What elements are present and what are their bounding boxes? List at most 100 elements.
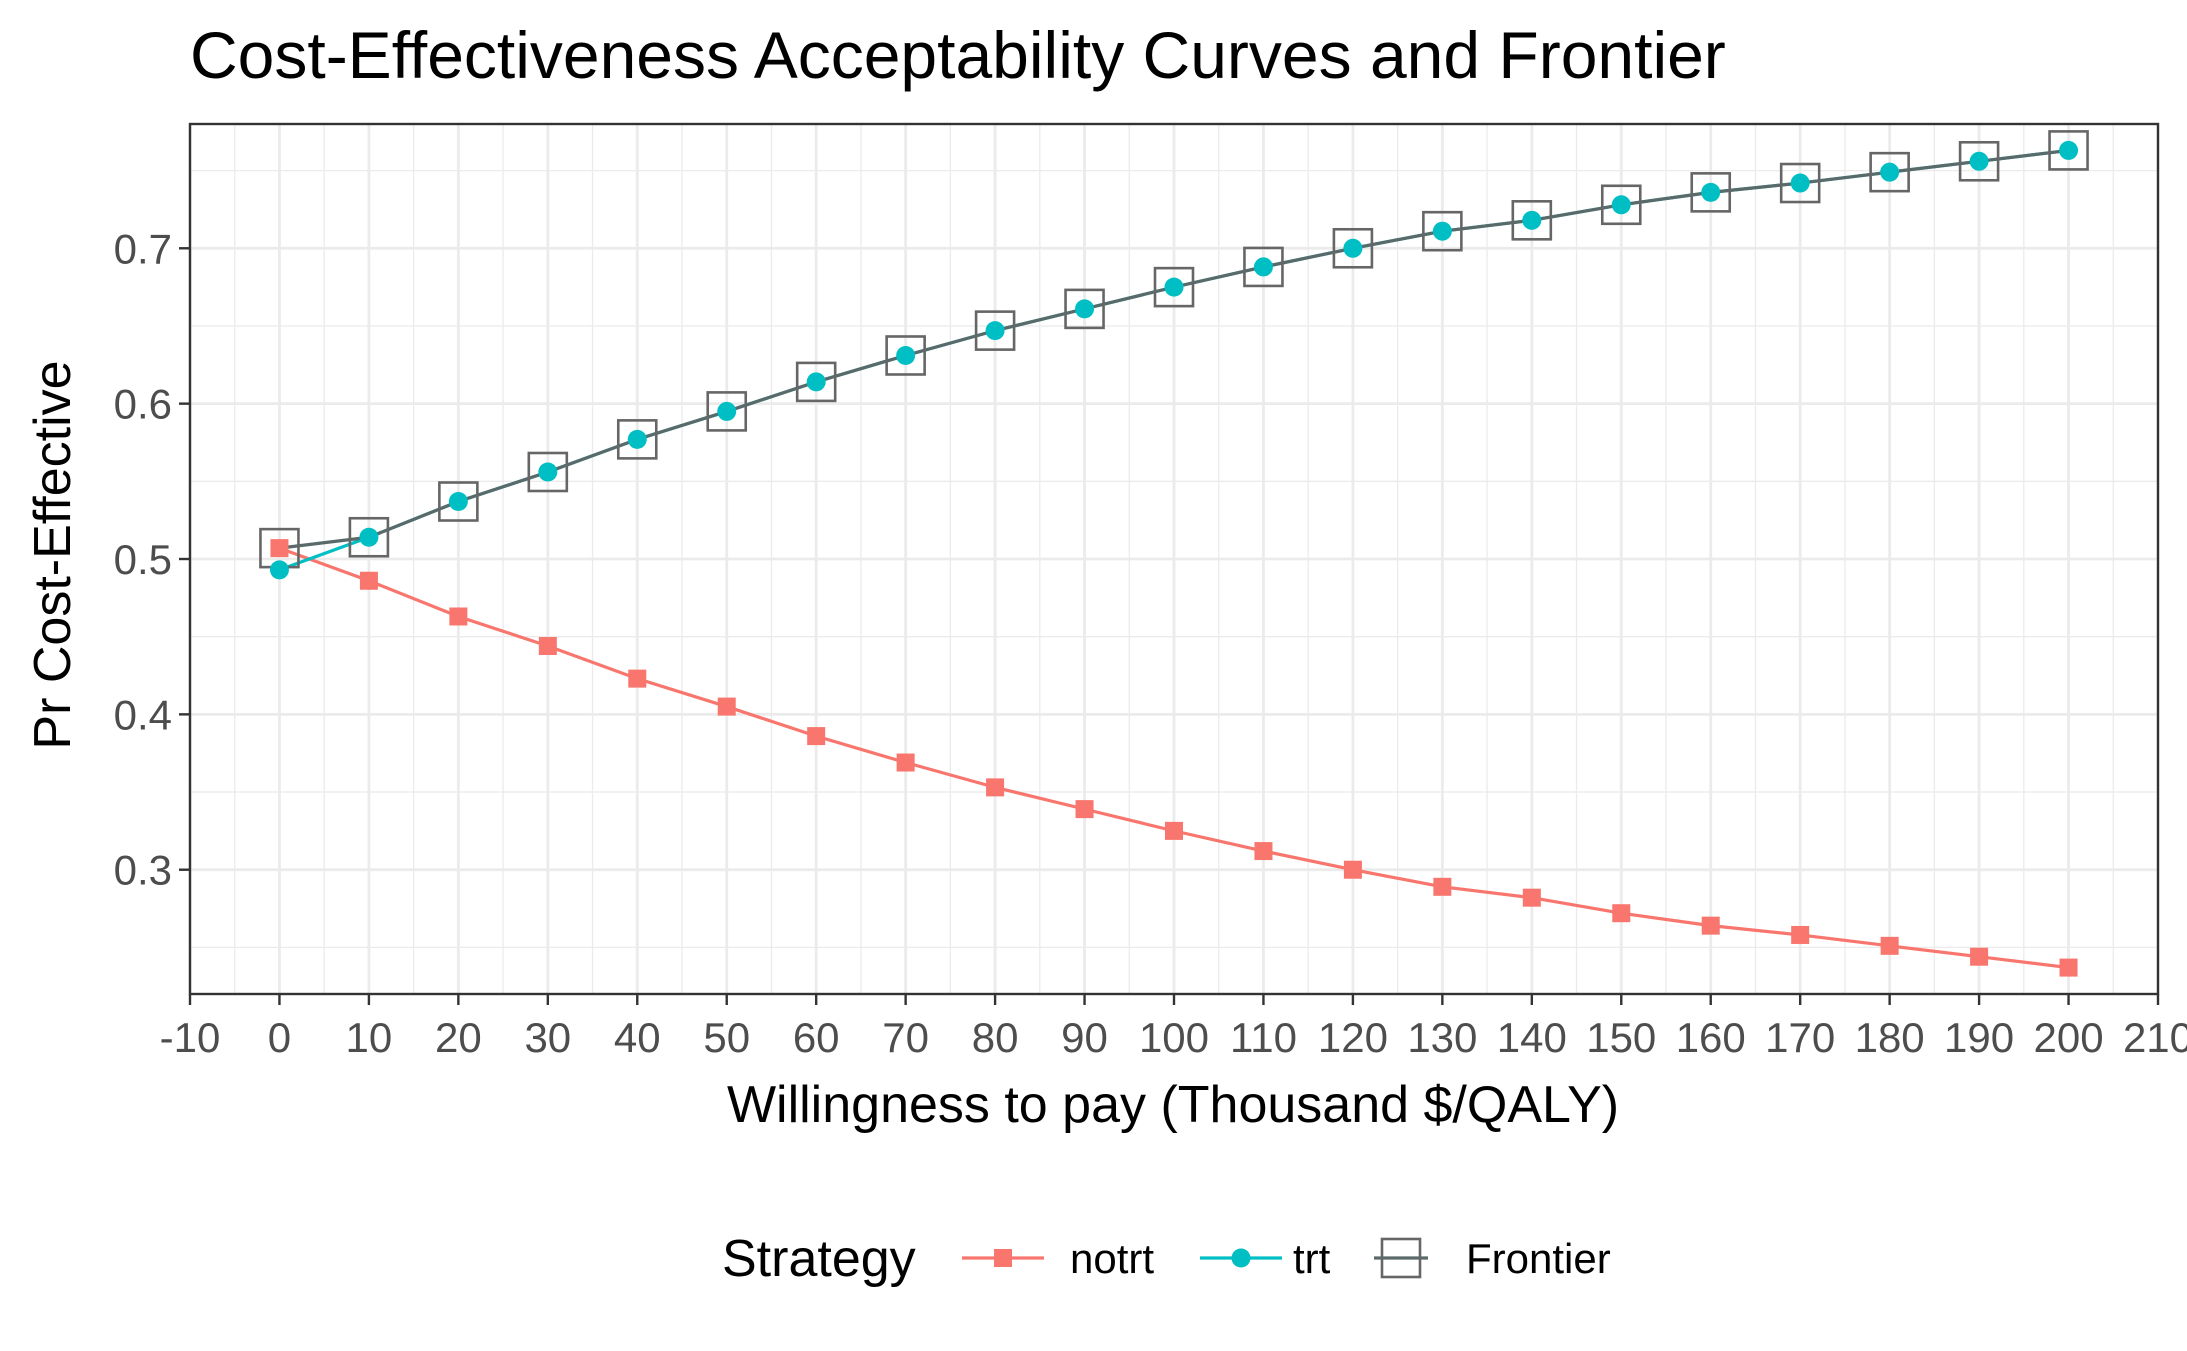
legend-label-frontier: Frontier: [1466, 1235, 1611, 1282]
trt-point: [1075, 299, 1095, 319]
notrt-point: [1880, 936, 1899, 955]
y-tick-label: 0.7: [114, 225, 172, 272]
grid-lines: [188, 124, 2160, 994]
notrt-point: [270, 539, 289, 558]
notrt-point: [896, 753, 915, 772]
y-tick-label: 0.4: [114, 691, 172, 738]
x-tick-label: 180: [1855, 1014, 1925, 1061]
trt-point: [1432, 221, 1452, 241]
notrt-point: [986, 778, 1005, 797]
y-tick-label: 0.5: [114, 536, 172, 583]
trt-point: [1969, 151, 1989, 171]
x-tick-label: 70: [882, 1014, 929, 1061]
x-tick-label: 170: [1765, 1014, 1835, 1061]
y-axis-title: Pr Cost-Effective: [24, 360, 82, 749]
notrt-point: [538, 637, 557, 655]
legend-label-notrt: notrt: [1070, 1235, 1154, 1282]
frontier-marker: [1869, 151, 1910, 193]
x-tick-label: 90: [1061, 1014, 1108, 1061]
x-tick-label: 60: [793, 1014, 840, 1061]
trt-point: [1611, 195, 1631, 215]
trt-point: [717, 401, 737, 421]
x-tick-label: 120: [1318, 1014, 1388, 1061]
notrt-point: [1165, 821, 1183, 840]
notrt-point: [1433, 877, 1452, 896]
legend: Strategy notrt trt Frontier: [722, 1230, 1611, 1288]
x-tick-label: 110: [1230, 1014, 1297, 1061]
legend-key-trt-marker: [1231, 1248, 1251, 1268]
y-tick-label: 0.3: [114, 847, 172, 894]
notrt-point: [1343, 860, 1362, 879]
frontier-marker: [1779, 162, 1821, 204]
frontier-marker: [1600, 184, 1642, 226]
notrt-point: [359, 571, 378, 590]
legend-key-frontier-marker: [1380, 1237, 1422, 1279]
legend-title: Strategy: [722, 1230, 916, 1288]
notrt-point: [1791, 925, 1810, 944]
trt-point: [1790, 173, 1810, 193]
notrt-point: [449, 607, 468, 626]
frontier-marker: [1243, 246, 1284, 288]
notrt-point: [1522, 888, 1541, 907]
notrt-point: [1701, 916, 1720, 935]
frontier-marker: [1064, 288, 1105, 330]
trt-point: [269, 560, 289, 580]
frontier-marker: [348, 516, 390, 558]
notrt-point: [1254, 842, 1273, 861]
frontier-marker: [974, 310, 1016, 351]
x-tick-label: 130: [1407, 1014, 1477, 1061]
y-axis: 0.3 0.4 0.5 0.6 0.7: [114, 225, 190, 894]
frontier-marker: [706, 391, 748, 432]
trt-point: [538, 462, 558, 482]
notrt-point: [2059, 958, 2078, 977]
x-tick-label: -10: [160, 1014, 221, 1061]
trt-point: [896, 345, 916, 365]
x-tick-label: 160: [1676, 1014, 1746, 1061]
x-tick-label: 30: [524, 1014, 571, 1061]
notrt-point: [1612, 904, 1631, 923]
x-tick-label: 150: [1586, 1014, 1656, 1061]
frontier-marker: [1511, 200, 1553, 241]
notrt-point: [628, 669, 647, 688]
x-tick-label: 100: [1139, 1014, 1209, 1061]
trt-point: [1701, 182, 1721, 202]
notrt-point: [717, 697, 736, 716]
x-tick-label: 50: [703, 1014, 750, 1061]
trt-point: [806, 372, 826, 392]
x-tick-label: 190: [1944, 1014, 2014, 1061]
frontier-marker: [527, 451, 569, 493]
legend-label-trt: trt: [1293, 1235, 1331, 1282]
frontier-marker: [438, 481, 479, 522]
frontier-marker: [1153, 266, 1195, 308]
frontier-marker: [1332, 227, 1374, 269]
trt-point: [985, 321, 1005, 341]
trt-point: [1253, 257, 1273, 277]
notrt-point: [1075, 800, 1094, 819]
chart-title: Cost-Effectiveness Acceptability Curves …: [190, 18, 1726, 92]
frontier-marker: [1958, 140, 2000, 182]
legend-key-notrt-marker: [994, 1249, 1012, 1267]
trt-point: [359, 527, 379, 547]
frontier-marker: [616, 419, 658, 460]
frontier-marker: [1422, 210, 1463, 252]
notrt-point: [1970, 947, 1989, 966]
trt-point: [1343, 238, 1363, 258]
x-tick-label: 80: [972, 1014, 1019, 1061]
y-tick-label: 0.6: [114, 381, 172, 428]
trt-point: [1880, 162, 1900, 182]
frontier-marker: [1690, 172, 1732, 213]
frontier-marker: [2048, 130, 2089, 171]
trt-point: [627, 429, 647, 449]
trt-point: [1164, 277, 1184, 297]
x-tick-label: 210: [2123, 1014, 2187, 1061]
x-axis-title: Willingness to pay (Thousand $/QALY): [727, 1076, 1619, 1134]
notrt-point: [807, 727, 826, 746]
x-axis: -10 0 10 20 30 40 50 60 70 80 90 100 110 120 130 140 150…: [160, 994, 2187, 1061]
x-tick-label: 140: [1497, 1014, 1567, 1061]
x-tick-label: 20: [435, 1014, 482, 1061]
x-tick-label: 40: [614, 1014, 661, 1061]
frontier-marker: [795, 361, 837, 403]
x-tick-label: 0: [268, 1014, 291, 1061]
trt-point: [448, 492, 468, 512]
